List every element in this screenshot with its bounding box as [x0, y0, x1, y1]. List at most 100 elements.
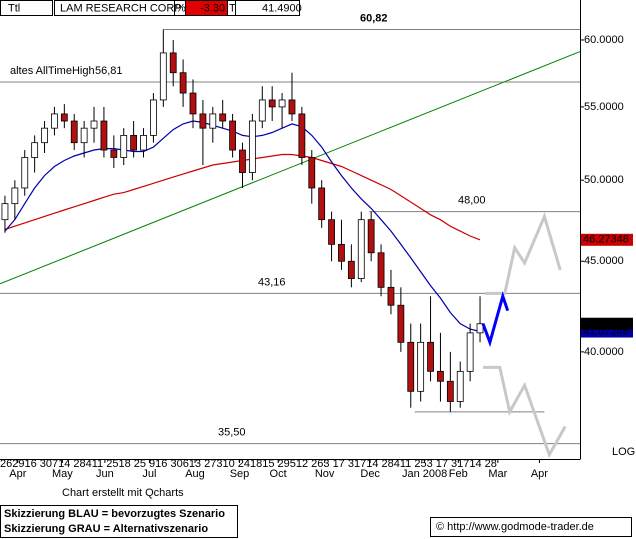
candle-body	[11, 187, 19, 205]
legend-box	[0, 505, 238, 538]
candle-body	[1, 203, 9, 221]
candle-body	[219, 113, 227, 122]
level-label: 43,16	[258, 276, 286, 288]
x-tick-label: Jun	[96, 468, 114, 480]
y-tick-label: 60.0000	[584, 34, 624, 46]
candle-body	[437, 370, 444, 382]
last-price-label-box	[581, 317, 633, 330]
candle-body	[258, 99, 266, 122]
candle-body	[308, 157, 316, 189]
x-tick-label: Dec	[360, 468, 380, 480]
candle-body	[288, 99, 296, 115]
x-tick-label: May	[52, 468, 73, 480]
candle-body	[248, 120, 256, 173]
stock-name: LAM RESEARCH CORP	[60, 2, 182, 14]
pct-label: %	[176, 2, 186, 14]
header-price: 41.4900	[262, 2, 302, 14]
candle-body	[239, 149, 246, 173]
candle-body	[100, 120, 108, 151]
copyright-box	[430, 517, 632, 537]
candle-body	[31, 142, 39, 158]
x-tick-label: Mar	[488, 468, 507, 480]
candle-body	[268, 99, 276, 108]
candle-body	[150, 99, 157, 136]
x-tick-label: Aug	[185, 468, 205, 480]
ma-last-label: 46.27348	[583, 234, 629, 246]
candle-body	[298, 113, 306, 158]
candle-body	[90, 120, 98, 129]
plot: 60.0000 55.0000 50.0000 45.0000 40.0000 Apr Ma…	[0, 0, 635, 480]
last-price-label: 41.4900	[583, 318, 623, 330]
candle-body	[70, 120, 78, 144]
header-cell	[0, 0, 53, 16]
candle-body	[466, 332, 474, 372]
candle-body	[120, 134, 128, 158]
candle-body	[328, 219, 335, 245]
x-tick-label: Apr	[9, 468, 26, 480]
candle-body	[159, 52, 167, 101]
candle-body	[209, 113, 217, 129]
candle-body	[140, 134, 147, 151]
candle-body	[456, 370, 464, 402]
x-tick-label: Feb	[449, 468, 468, 480]
candle-body	[80, 127, 88, 144]
candle-body	[357, 219, 365, 279]
x-tick-label: Oct	[270, 468, 287, 480]
candle-body	[189, 92, 197, 115]
copyright: © http://www.godmode-trader.de	[436, 521, 594, 533]
candle-body	[417, 341, 425, 392]
candle-body	[229, 120, 236, 151]
candle-body	[407, 341, 415, 392]
candle-body	[278, 99, 286, 108]
candle-body	[476, 323, 484, 334]
candle-body	[60, 113, 68, 122]
scenario	[483, 365, 567, 459]
legend-text: Skizzierung GRAU = Alternativszenario	[4, 523, 208, 535]
candle-body	[387, 286, 395, 306]
candle-body	[318, 187, 326, 221]
candle-body	[338, 243, 345, 262]
candle-body	[427, 341, 434, 372]
candle-body	[21, 157, 29, 189]
x-tick-label: Nov	[315, 468, 335, 480]
level-label: 56,81	[95, 65, 123, 77]
candle-body	[51, 113, 58, 129]
y-tick-label: 45.0000	[584, 255, 624, 267]
scenario	[485, 211, 562, 295]
level-label: 60,82	[360, 12, 388, 24]
candle-body	[41, 127, 48, 144]
x-tick-label: Jan 2008	[402, 468, 447, 480]
candle-body	[169, 52, 177, 74]
candle-body	[199, 113, 207, 129]
trendline	[0, 51, 581, 285]
day-row: 262916 30714 28411 2518 25 916 30613 273…	[0, 458, 497, 470]
scenario	[481, 291, 510, 348]
x-tick-label: Apr	[531, 468, 548, 480]
y-tick-label: 40.0000	[584, 346, 624, 358]
x-tick-label: Jul	[142, 468, 156, 480]
scale-label: LOG	[612, 446, 635, 458]
candle-body	[397, 304, 405, 343]
candle-body	[367, 219, 375, 254]
candle-body	[179, 72, 187, 94]
level-note: altes AllTimeHigh	[10, 65, 95, 77]
candle-body	[110, 149, 118, 158]
footer: Chart erstellt mit Qcharts Skizzierung B…	[0, 487, 632, 538]
header-cell	[235, 0, 300, 16]
level-label: 35,50	[218, 427, 246, 439]
t-label: T	[229, 2, 236, 14]
credit: Chart erstellt mit Qcharts	[62, 487, 184, 499]
legend-text: Skizzierung BLAU = bevorzugtes Szenario	[4, 508, 225, 520]
candle-body	[377, 252, 385, 288]
y-tick-label: 50.0000	[584, 174, 624, 186]
y-tick-label: 55.0000	[584, 101, 624, 113]
ma-last-label-box	[581, 233, 633, 246]
symbol-label: Ttl	[8, 2, 20, 14]
candle-body	[347, 260, 355, 279]
candle-body	[446, 380, 454, 402]
candle-body	[130, 134, 138, 151]
level-label: 48,00	[458, 195, 486, 207]
x-tick-label: Sep	[230, 468, 250, 480]
